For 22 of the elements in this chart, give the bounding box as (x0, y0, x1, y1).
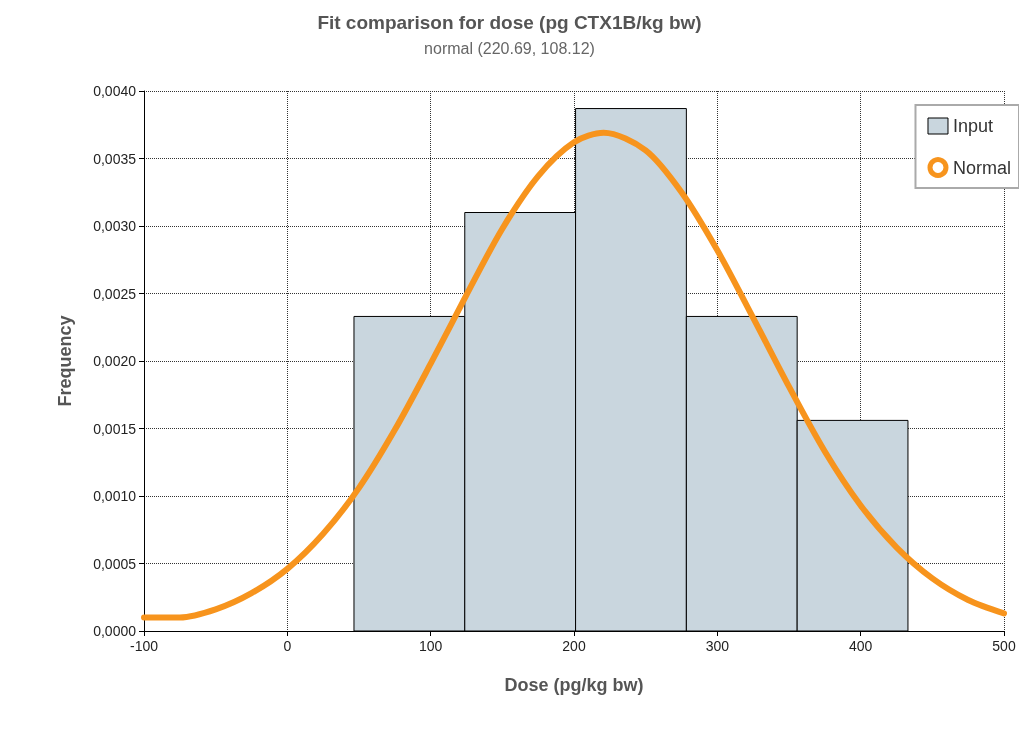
x-axis-title: Dose (pg/kg bw) (504, 675, 644, 695)
x-tick-label: 200 (562, 638, 586, 654)
x-tick-label: 0 (283, 638, 292, 654)
chart-title: Fit comparison for dose (pg CTX1B/kg bw) (317, 12, 702, 33)
y-axis-title: Frequency (55, 315, 75, 407)
x-tick-label: -100 (129, 638, 159, 654)
legend-label: Normal (952, 157, 1012, 178)
legend-label: Input (952, 116, 994, 136)
x-tick-label: 500 (992, 638, 1016, 654)
y-tick-label: 0,0025 (93, 285, 137, 302)
x-tick-label: 100 (418, 638, 443, 654)
y-tick-label: 0,0005 (93, 555, 137, 572)
y-tick-label: 0,0035 (93, 150, 137, 167)
y-tick-label: 0,0040 (93, 83, 137, 99)
y-tick-label: 0,0030 (93, 218, 137, 234)
y-tick-label: 0,0015 (93, 420, 137, 437)
y-tick-label: 0,0020 (93, 353, 137, 369)
x-tick-label: 300 (705, 638, 730, 654)
chart-subtitle: normal (220.69, 108.12) (424, 39, 595, 57)
x-tick-label: 400 (848, 638, 873, 654)
y-tick-label: 0,0010 (93, 488, 137, 504)
y-tick-label: 0,0000 (93, 623, 137, 639)
